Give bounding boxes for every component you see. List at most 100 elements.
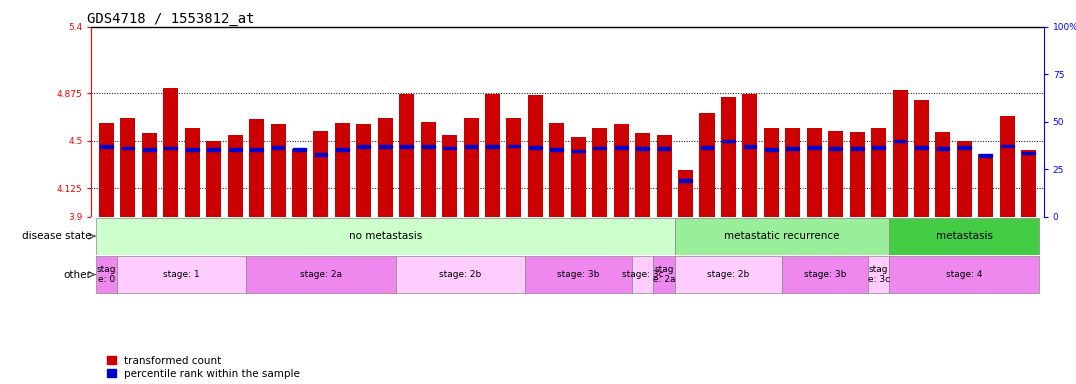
Text: stag
e: 3c: stag e: 3c [867,265,890,284]
Bar [486,145,499,148]
Bar [614,146,627,149]
Bar [1000,116,1015,217]
Bar [443,147,456,149]
Bar [1021,150,1036,217]
Bar [675,218,889,255]
Bar [765,148,778,151]
Bar [442,135,457,217]
Bar [185,128,200,217]
Bar [292,149,307,217]
Bar [785,128,801,217]
Bar [186,148,199,151]
Bar [293,148,306,151]
Bar [421,122,436,217]
Bar [851,147,864,150]
Bar [313,131,328,217]
Bar [613,124,628,217]
Bar [485,94,500,217]
Bar [142,133,157,217]
Bar [808,146,821,149]
Text: stag
e: 0: stag e: 0 [97,265,116,284]
Bar [335,123,350,217]
Text: stage: 2b: stage: 2b [439,270,481,279]
Text: metastasis: metastasis [936,231,993,241]
Bar [271,146,284,149]
Bar [228,135,243,217]
Bar [1022,152,1035,154]
Bar [164,88,179,217]
Bar [935,132,950,217]
Bar [830,147,843,150]
Bar [872,128,886,217]
Bar [635,133,650,217]
Bar [678,170,693,217]
Bar [873,146,884,149]
Bar [744,145,756,148]
Bar [96,256,117,293]
Bar [979,154,992,157]
Bar [807,128,822,217]
Bar [550,123,565,217]
Bar [572,150,584,152]
Bar [868,256,889,293]
Bar [914,100,929,217]
Bar [958,146,971,149]
Bar [356,124,371,217]
Bar [208,148,221,151]
Bar [722,139,735,142]
Text: stage: 2a: stage: 2a [300,270,342,279]
Bar [593,147,606,149]
Bar [464,118,479,217]
Bar [787,147,799,150]
Bar [721,97,736,217]
Bar [889,218,1039,255]
Bar [636,147,649,150]
Bar [894,139,906,142]
Bar [742,94,758,217]
Bar [121,118,136,217]
Bar [378,118,393,217]
Bar [251,148,263,151]
Text: metastatic recurrence: metastatic recurrence [724,231,839,241]
Bar [143,148,156,151]
Bar [100,145,113,148]
Bar [270,124,285,217]
Bar [122,147,134,149]
Bar [117,256,246,293]
Bar [357,145,370,148]
Bar [656,135,671,217]
Bar [99,123,114,217]
Bar [165,147,178,149]
Bar [700,146,713,149]
Text: GDS4718 / 1553812_at: GDS4718 / 1553812_at [87,12,254,26]
Bar [422,145,435,148]
Text: stage: 3b: stage: 3b [804,270,846,279]
Bar [829,131,844,217]
Bar [592,128,607,217]
Bar [96,218,675,255]
Bar [250,119,264,217]
Bar [246,256,396,293]
Bar [314,154,327,156]
Bar [915,146,928,149]
Legend: transformed count, percentile rank within the sample: transformed count, percentile rank withi… [108,356,300,379]
Bar [507,118,522,217]
Bar [782,256,868,293]
Bar [850,132,865,217]
Bar [699,113,714,217]
Bar [892,90,907,217]
Bar [978,154,993,217]
Bar [675,256,782,293]
Bar [528,95,543,217]
Bar [889,256,1039,293]
Text: disease state: disease state [22,231,91,241]
Text: stage: 1: stage: 1 [164,270,200,279]
Text: stage: 2b: stage: 2b [707,270,750,279]
Bar [399,94,414,217]
Bar [207,141,222,217]
Bar [657,147,670,150]
Bar [508,145,521,147]
Bar [551,148,563,151]
Bar [525,256,632,293]
Bar [570,137,585,217]
